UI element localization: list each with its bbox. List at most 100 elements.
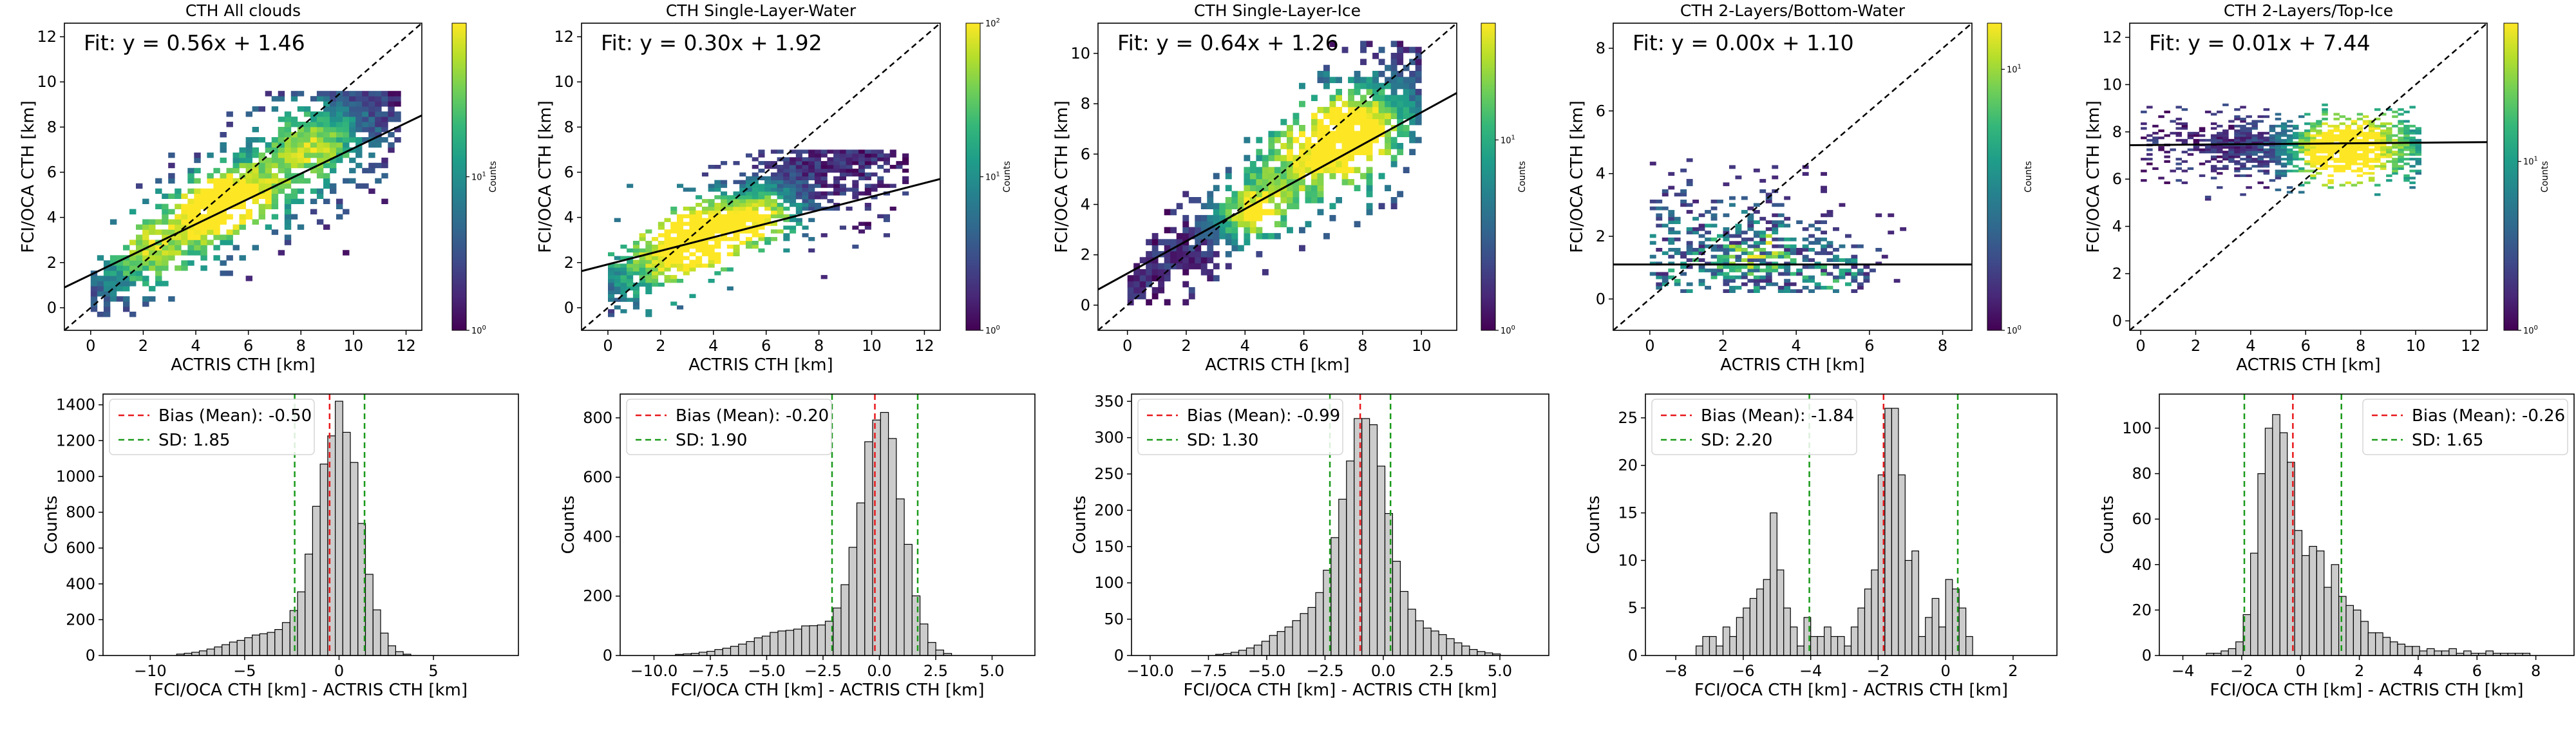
density-cell [1213, 173, 1220, 180]
density-cell [802, 149, 809, 154]
density-cell [1195, 239, 1202, 245]
density-cell [1274, 191, 1281, 198]
density-cell [696, 248, 703, 253]
density-cell [2304, 141, 2311, 144]
density-cell [149, 286, 156, 292]
density-cell [1772, 203, 1779, 207]
density-cell [232, 152, 240, 158]
density-cell [1845, 258, 1852, 262]
density-cell [239, 188, 246, 194]
density-cell [265, 178, 272, 184]
density-cell [136, 276, 143, 281]
x-tick-label: 2 [2191, 337, 2201, 355]
density-cell [708, 256, 715, 260]
density-cell [129, 240, 137, 245]
density-cell [696, 218, 703, 222]
density-cell [714, 252, 721, 256]
histogram-bar [2235, 641, 2244, 656]
density-cell [902, 191, 909, 196]
histogram-bar [319, 464, 328, 656]
density-cell [136, 265, 143, 271]
histogram-bar [1756, 589, 1764, 656]
density-cell [701, 225, 708, 230]
density-cell [123, 260, 130, 266]
density-cell [726, 229, 734, 234]
density-cell [2298, 167, 2305, 170]
density-cell [783, 233, 790, 238]
density-cell [701, 199, 708, 203]
density-cell [1784, 251, 1791, 256]
density-cell [1244, 179, 1251, 185]
density-cell [2351, 122, 2358, 126]
histogram-bar [904, 543, 913, 656]
density-cell [739, 214, 746, 218]
density-cell [1366, 107, 1373, 113]
density-cell [175, 250, 182, 256]
density-cell [852, 172, 859, 177]
density-cell [1225, 197, 1232, 203]
histogram-bar [2463, 650, 2472, 656]
histogram-bar [2427, 648, 2435, 656]
density-cell [1348, 167, 1354, 173]
density-cell [689, 222, 696, 226]
density-cell [1354, 107, 1361, 113]
density-cell [852, 191, 859, 196]
density-cell [683, 256, 690, 260]
density-cell [2374, 165, 2381, 168]
density-cell [1311, 125, 1318, 131]
x-tick-label: 5.0 [1488, 662, 1512, 680]
density-cell [220, 270, 227, 276]
density-cell [181, 229, 188, 235]
density-cell [1225, 203, 1232, 209]
density-cell [1287, 191, 1293, 198]
density-cell [2351, 162, 2358, 165]
density-cell [1231, 221, 1238, 227]
density-cell [852, 161, 859, 165]
density-cell [194, 198, 201, 204]
density-cell [733, 252, 740, 256]
density-cell [2316, 167, 2322, 170]
density-cell [1668, 213, 1675, 218]
x-tick-label: 8 [814, 337, 824, 355]
density-cell [323, 96, 330, 102]
density-cell [2280, 148, 2287, 151]
density-cell [245, 178, 252, 184]
density-cell [689, 244, 696, 249]
x-tick-label: 12 [914, 337, 934, 355]
density-cell [1195, 214, 1202, 222]
density-cell [375, 122, 382, 127]
density-cell [1802, 172, 1809, 176]
density-cell [252, 198, 259, 204]
density-cell [645, 313, 652, 317]
density-cell [2316, 148, 2322, 151]
density-cell [777, 165, 784, 169]
density-cell [658, 282, 665, 287]
density-cell [1656, 275, 1663, 279]
density-cell [1287, 203, 1293, 209]
density-cell [2356, 181, 2363, 184]
y-tick-label: 300 [1094, 429, 1124, 447]
density-cell [220, 234, 227, 240]
density-cell [2263, 131, 2270, 135]
density-cell [1305, 167, 1312, 173]
density-cell [2251, 122, 2258, 126]
x-tick-label: 5.0 [980, 662, 1004, 680]
y-tick-label: 250 [1094, 465, 1124, 483]
density-cell [330, 137, 337, 143]
density-cell [708, 203, 715, 207]
density-cell [827, 149, 834, 154]
density-cell [1366, 89, 1373, 95]
density-cell [2392, 158, 2398, 161]
density-cell [2333, 169, 2340, 173]
density-cell [1863, 272, 1870, 276]
histogram-panel-3: −10.0 −7.5 −5.0 −2.5 0.0 2.5 5.005010015020025… [1070, 392, 1549, 700]
density-cell [226, 229, 233, 235]
density-cell [1668, 269, 1675, 272]
density-cell [278, 188, 285, 194]
density-cell [129, 265, 137, 271]
density-cell [790, 180, 797, 184]
density-cell [2392, 162, 2398, 165]
density-cell [632, 297, 639, 302]
density-cell [1409, 95, 1416, 101]
x-tick-label: 0.0 [867, 662, 891, 680]
